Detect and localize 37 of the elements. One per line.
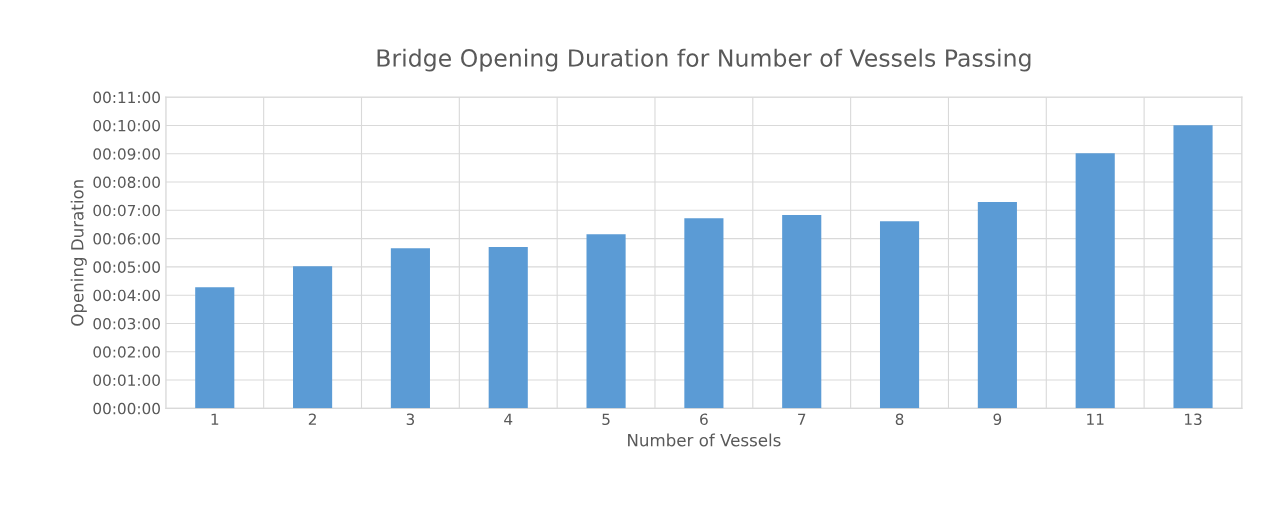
bar: [977, 202, 1017, 409]
x-tick-label: 11: [1087, 413, 1104, 425]
x-tick-label: 3: [406, 413, 415, 426]
y-axis-title: Opening Duration: [70, 180, 87, 326]
y-tick-label: 00:02:00: [93, 346, 160, 358]
bar: [488, 247, 528, 409]
y-tick-label: 00:10:00: [93, 119, 160, 132]
x-tick-label: 5: [602, 413, 610, 426]
x-tick-label: 13: [1184, 413, 1202, 426]
y-tick-label: 00:08:00: [93, 176, 160, 189]
y-tick-label: 00:05:00: [93, 261, 160, 273]
y-tick-label: 00:06:00: [93, 233, 160, 245]
bar: [586, 234, 626, 409]
y-tick-label: 00:09:00: [93, 148, 160, 160]
x-axis-title: Number of Vessels: [628, 433, 781, 447]
bar: [1075, 153, 1115, 409]
y-tick-label: 00:11:00: [93, 91, 160, 104]
y-tick-label: 00:07:00: [93, 204, 160, 217]
y-tick-label: 00:03:00: [93, 317, 160, 330]
y-tick-label: 00:04:00: [93, 289, 160, 302]
y-tick-label: 00:01:00: [93, 374, 160, 387]
y-tick-label: 00:00:00: [93, 402, 160, 415]
bar: [782, 215, 822, 409]
x-tick-label: 9: [993, 413, 1002, 426]
bar: [1173, 125, 1213, 409]
x-tick-label: 1: [211, 413, 219, 425]
x-tick-label: 4: [504, 413, 513, 425]
x-tick-label: 8: [895, 413, 904, 426]
bar: [195, 287, 235, 409]
x-tick-label: 2: [308, 413, 316, 425]
bar: [390, 248, 430, 409]
bar: [293, 266, 333, 409]
bar: [684, 218, 724, 409]
chart-title: Bridge Opening Duration for Number of Vessels Passing: [377, 48, 1031, 72]
bar: [879, 221, 920, 409]
x-tick-label: 6: [700, 413, 708, 426]
x-tick-label: 7: [798, 413, 806, 425]
